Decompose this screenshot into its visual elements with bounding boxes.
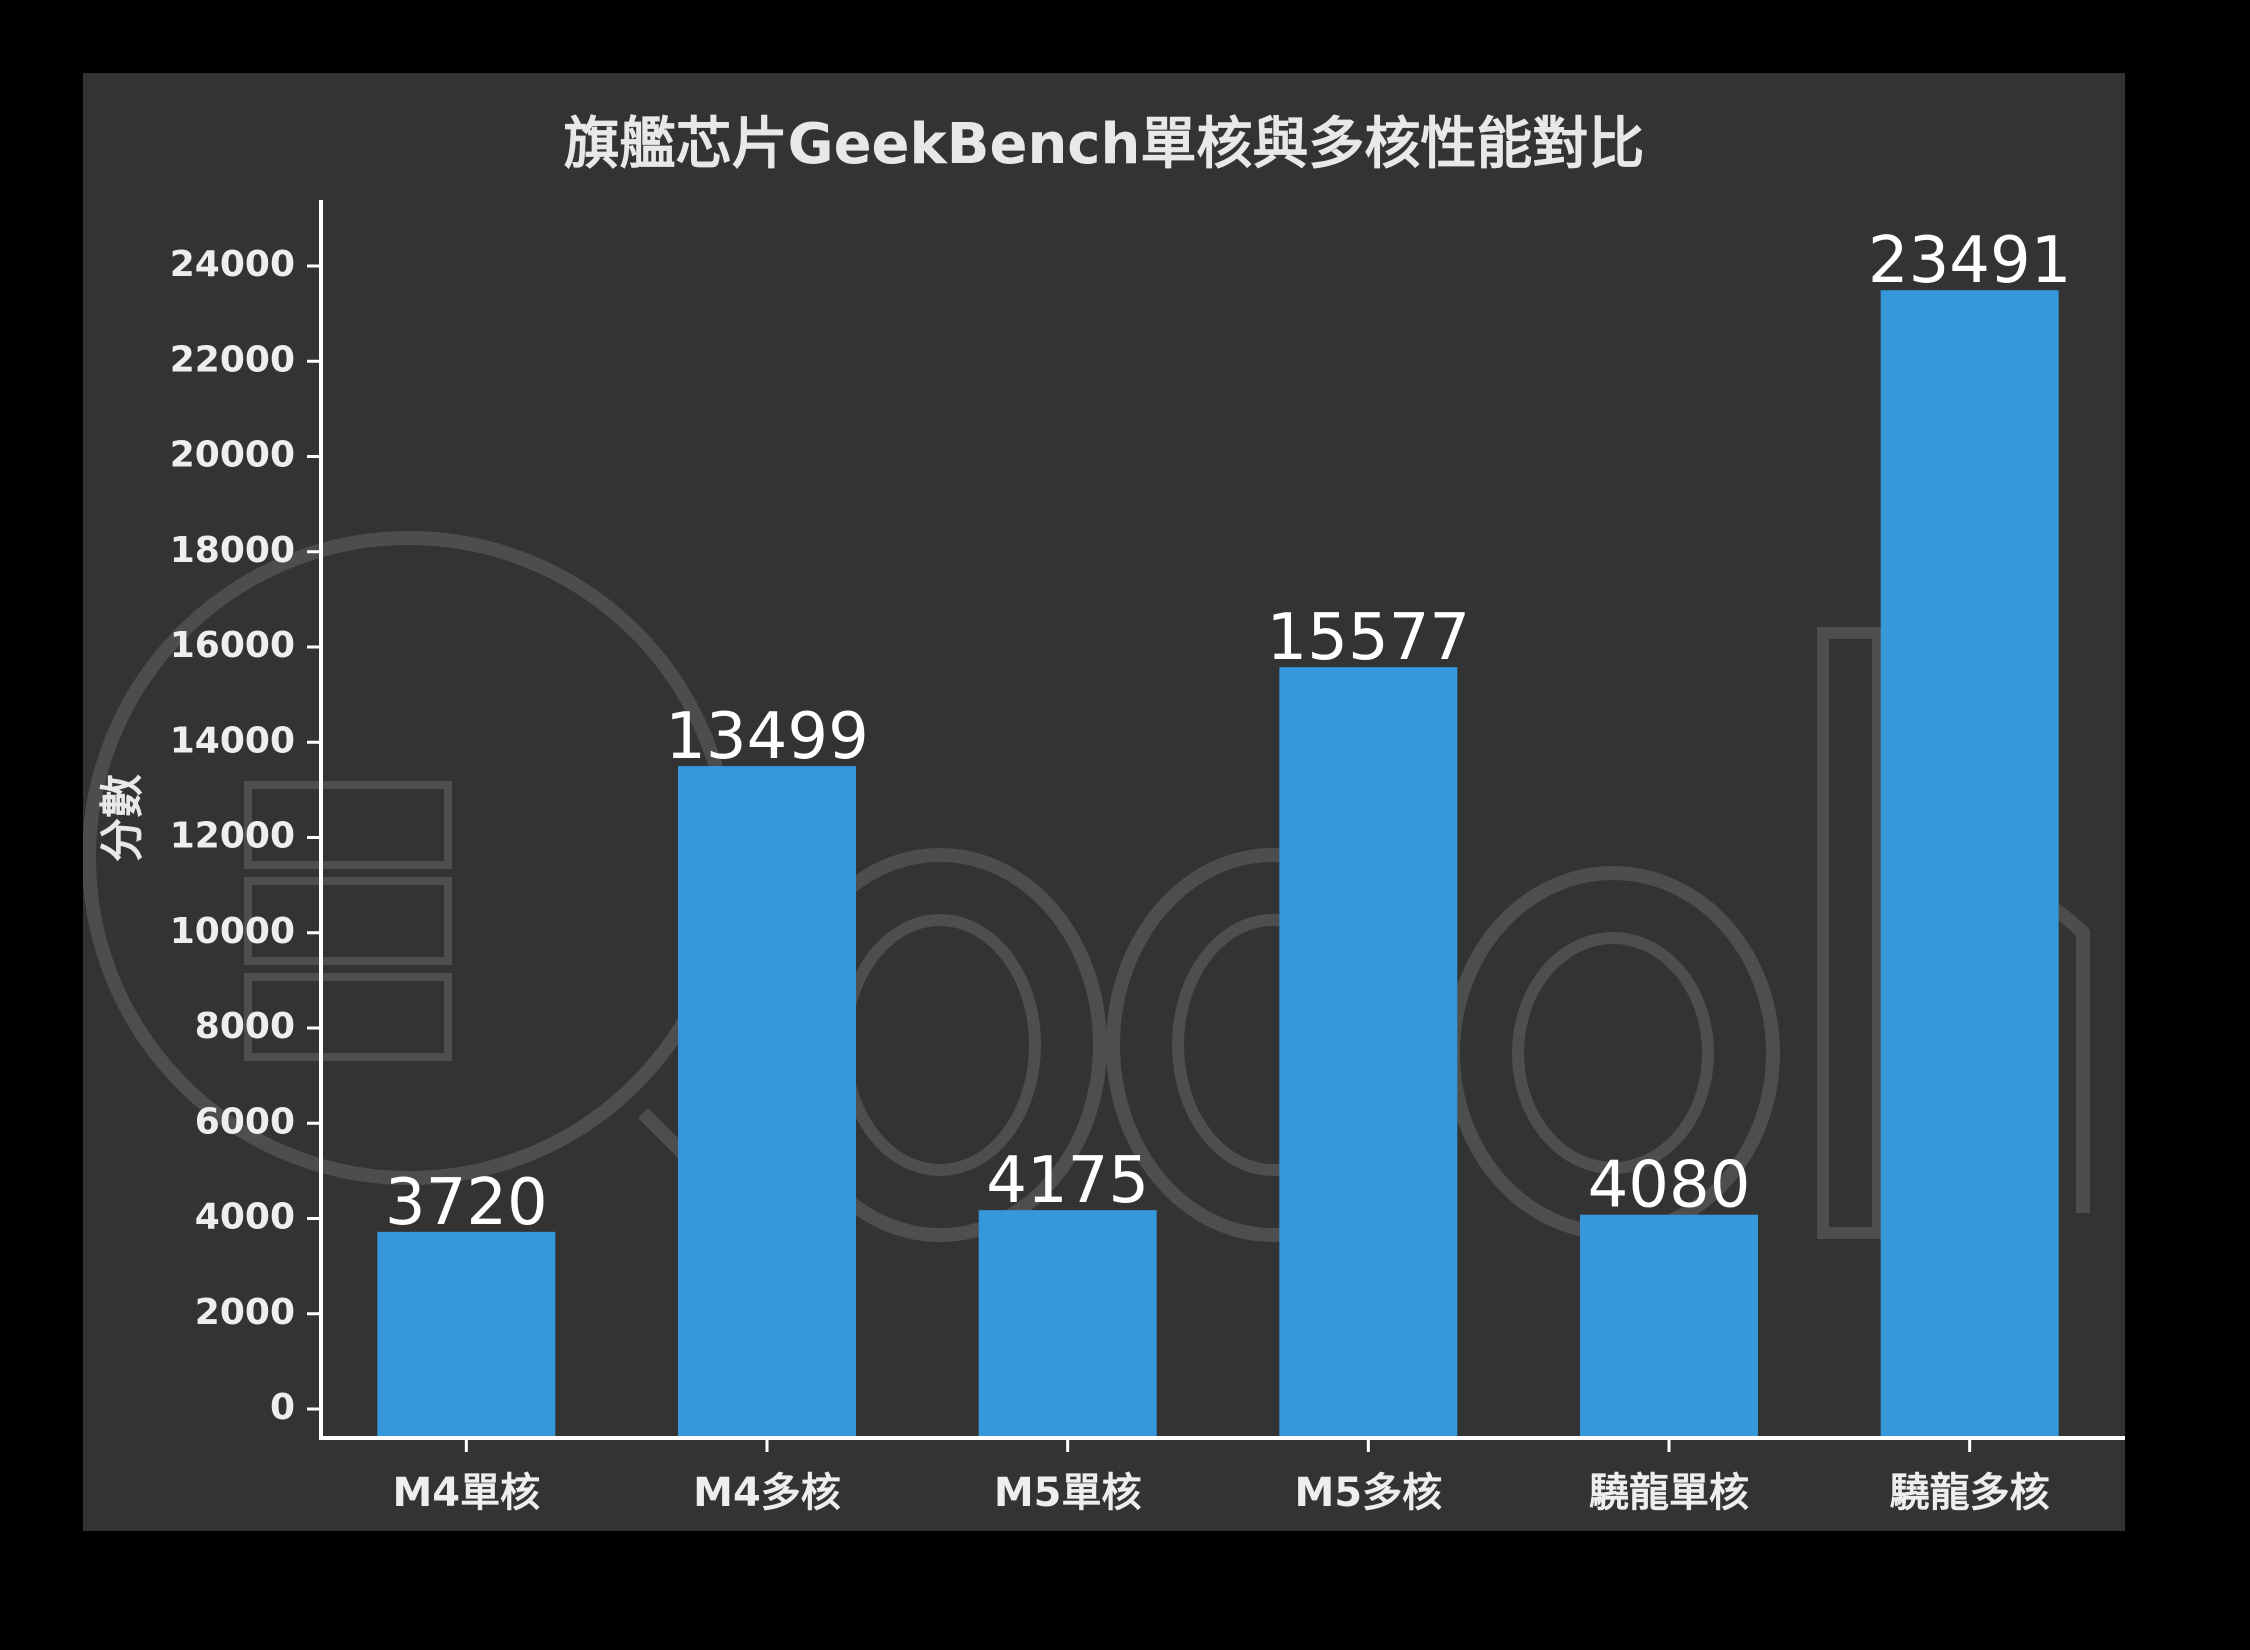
bars — [377, 290, 2059, 1437]
y-tick-label: 20000 — [170, 435, 295, 476]
x-category-label: 驍龍單核 — [1589, 1470, 1749, 1516]
bar-value-label: 4080 — [1588, 1149, 1751, 1223]
bar-value-label: 23491 — [1868, 224, 2072, 298]
bar — [377, 1231, 556, 1436]
y-tick-label: 6000 — [195, 1101, 295, 1142]
bar-chart: 旗艦芯片GeekBench單核與多核性能對比 分數 0 2000 4000 6000 8… — [83, 112, 2125, 1516]
bar-value-label: 3720 — [385, 1166, 548, 1240]
y-tick-label: 16000 — [170, 625, 295, 666]
y-axis-label: 分數 — [97, 774, 148, 862]
y-tick-label: 8000 — [195, 1006, 295, 1047]
x-category-label: M4單核 — [393, 1470, 541, 1516]
y-tick-label: 22000 — [170, 339, 295, 380]
y-tick-label: 18000 — [170, 530, 295, 571]
chart-title: 旗艦芯片GeekBench單核與多核性能對比 — [564, 112, 1645, 177]
y-tick-label: 0 — [270, 1387, 295, 1428]
bar — [678, 766, 856, 1436]
x-category-label: M5多核 — [1295, 1470, 1443, 1516]
y-tick-label: 14000 — [170, 720, 295, 761]
bar — [1279, 667, 1458, 1436]
bar-value-label: 4175 — [986, 1144, 1149, 1218]
y-tick-label: 12000 — [170, 816, 295, 857]
y-tick-label: 10000 — [170, 911, 295, 952]
value-labels: 3720 13499 4175 15577 4080 23491 — [385, 224, 2072, 1240]
x-category-label: 驍龍多核 — [1890, 1470, 2050, 1516]
y-tick-label: 24000 — [170, 244, 295, 285]
x-category-label: M5單核 — [994, 1470, 1142, 1516]
y-axis-ticks: 0 2000 4000 6000 8000 10000 12000 14000 16000 180… — [170, 244, 321, 1428]
x-category-label: M4多核 — [693, 1470, 841, 1516]
y-tick-label: 2000 — [195, 1292, 295, 1333]
bar-value-label: 13499 — [665, 700, 869, 774]
x-axis-ticks: M4單核 M4多核 M5單核 M5多核 驍龍單核 驍龍多核 — [393, 1438, 2050, 1516]
bar — [978, 1210, 1157, 1436]
y-tick-label: 4000 — [195, 1197, 295, 1238]
bar — [1580, 1214, 1758, 1436]
bar-value-label: 15577 — [1267, 601, 1471, 675]
chart-panel: 旗艦芯片GeekBench單核與多核性能對比 分數 0 2000 4000 6000 8… — [83, 73, 2125, 1531]
bar — [1880, 290, 2059, 1437]
